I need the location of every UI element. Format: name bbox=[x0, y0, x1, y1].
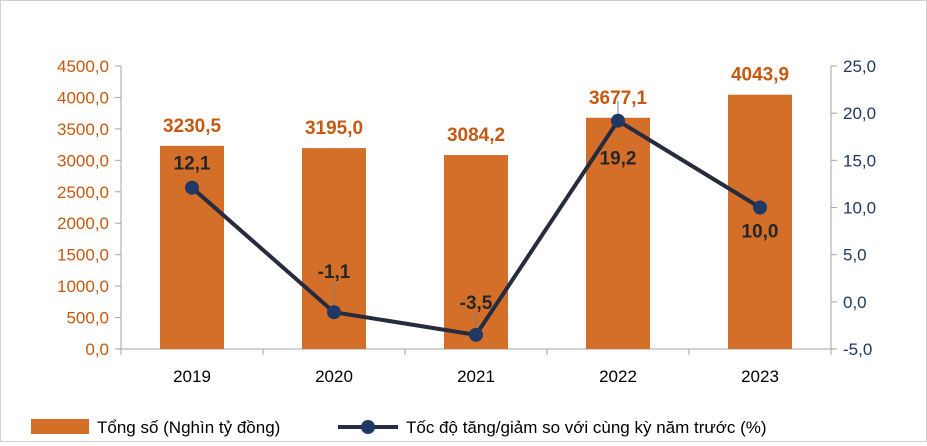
left-tick-label: 3500,0 bbox=[57, 120, 109, 139]
bar-value-label: 3084,2 bbox=[447, 125, 505, 146]
data-labels: 3230,5 3195,0 3084,2 3677,1 4043,9 12,1 -1,1 -3… bbox=[163, 65, 789, 328]
x-tick-label: 2023 bbox=[741, 367, 779, 386]
right-tick-label: 15,0 bbox=[843, 151, 876, 170]
left-tick-label: 0,0 bbox=[85, 340, 109, 359]
x-tick-label: 2019 bbox=[173, 367, 211, 386]
point-value-label: 19,2 bbox=[600, 149, 637, 170]
left-tick-label: 3000,0 bbox=[57, 151, 109, 170]
right-tick-label: -5,0 bbox=[843, 340, 872, 359]
legend: Tổng số (Nghìn tỷ đồng) Tốc độ tăng/giảm… bbox=[31, 418, 767, 437]
left-tick-label: 500,0 bbox=[66, 309, 109, 328]
x-tick-label: 2021 bbox=[457, 367, 495, 386]
line-point bbox=[327, 305, 341, 320]
line-series bbox=[185, 113, 767, 342]
bar bbox=[160, 145, 224, 349]
point-value-label: 10,0 bbox=[742, 222, 779, 243]
legend-line-label: Tốc độ tăng/giảm so với cùng kỳ năm trướ… bbox=[406, 418, 767, 437]
point-value-label: 12,1 bbox=[174, 154, 211, 175]
legend-bar-label: Tổng số (Nghìn tỷ đồng) bbox=[97, 418, 280, 437]
right-tick-label: 25,0 bbox=[843, 57, 876, 76]
right-tick-label: 10,0 bbox=[843, 199, 876, 218]
line-point bbox=[753, 200, 767, 215]
line-point bbox=[469, 327, 483, 342]
bar-value-label: 3677,1 bbox=[589, 88, 648, 109]
point-value-label: -1,1 bbox=[318, 262, 351, 283]
line-point bbox=[611, 113, 625, 128]
legend-line-marker bbox=[361, 420, 375, 434]
left-tick-label: 2000,0 bbox=[57, 214, 109, 233]
left-axis-ticks: 0,0 500,0 1000,0 1500,0 2000,0 2500,0 3000,0 35… bbox=[57, 57, 121, 359]
left-tick-label: 4500,0 bbox=[57, 57, 109, 76]
legend-bar-swatch bbox=[31, 419, 89, 434]
right-tick-label: 5,0 bbox=[843, 246, 867, 265]
x-tick-label: 2020 bbox=[315, 367, 353, 386]
line-point bbox=[185, 180, 199, 195]
left-tick-label: 2500,0 bbox=[57, 183, 109, 202]
right-axis-ticks: -5,0 0,0 5,0 10,0 15,0 20,0 25,0 bbox=[831, 57, 876, 359]
x-tick-label: 2022 bbox=[599, 367, 637, 386]
right-tick-label: 0,0 bbox=[843, 293, 867, 312]
bar-value-label: 3230,5 bbox=[163, 116, 222, 137]
left-tick-label: 4000,0 bbox=[57, 88, 109, 107]
x-axis-ticks: 2019 2020 2021 2022 2023 bbox=[120, 349, 832, 386]
left-tick-label: 1500,0 bbox=[57, 246, 109, 265]
left-tick-label: 1000,0 bbox=[57, 277, 109, 296]
right-tick-label: 20,0 bbox=[843, 104, 876, 123]
bar-series bbox=[160, 94, 792, 349]
point-value-label: -3,5 bbox=[460, 293, 493, 314]
bar-value-label: 4043,9 bbox=[731, 65, 789, 86]
bar-value-label: 3195,0 bbox=[305, 118, 363, 139]
bar bbox=[728, 94, 792, 349]
